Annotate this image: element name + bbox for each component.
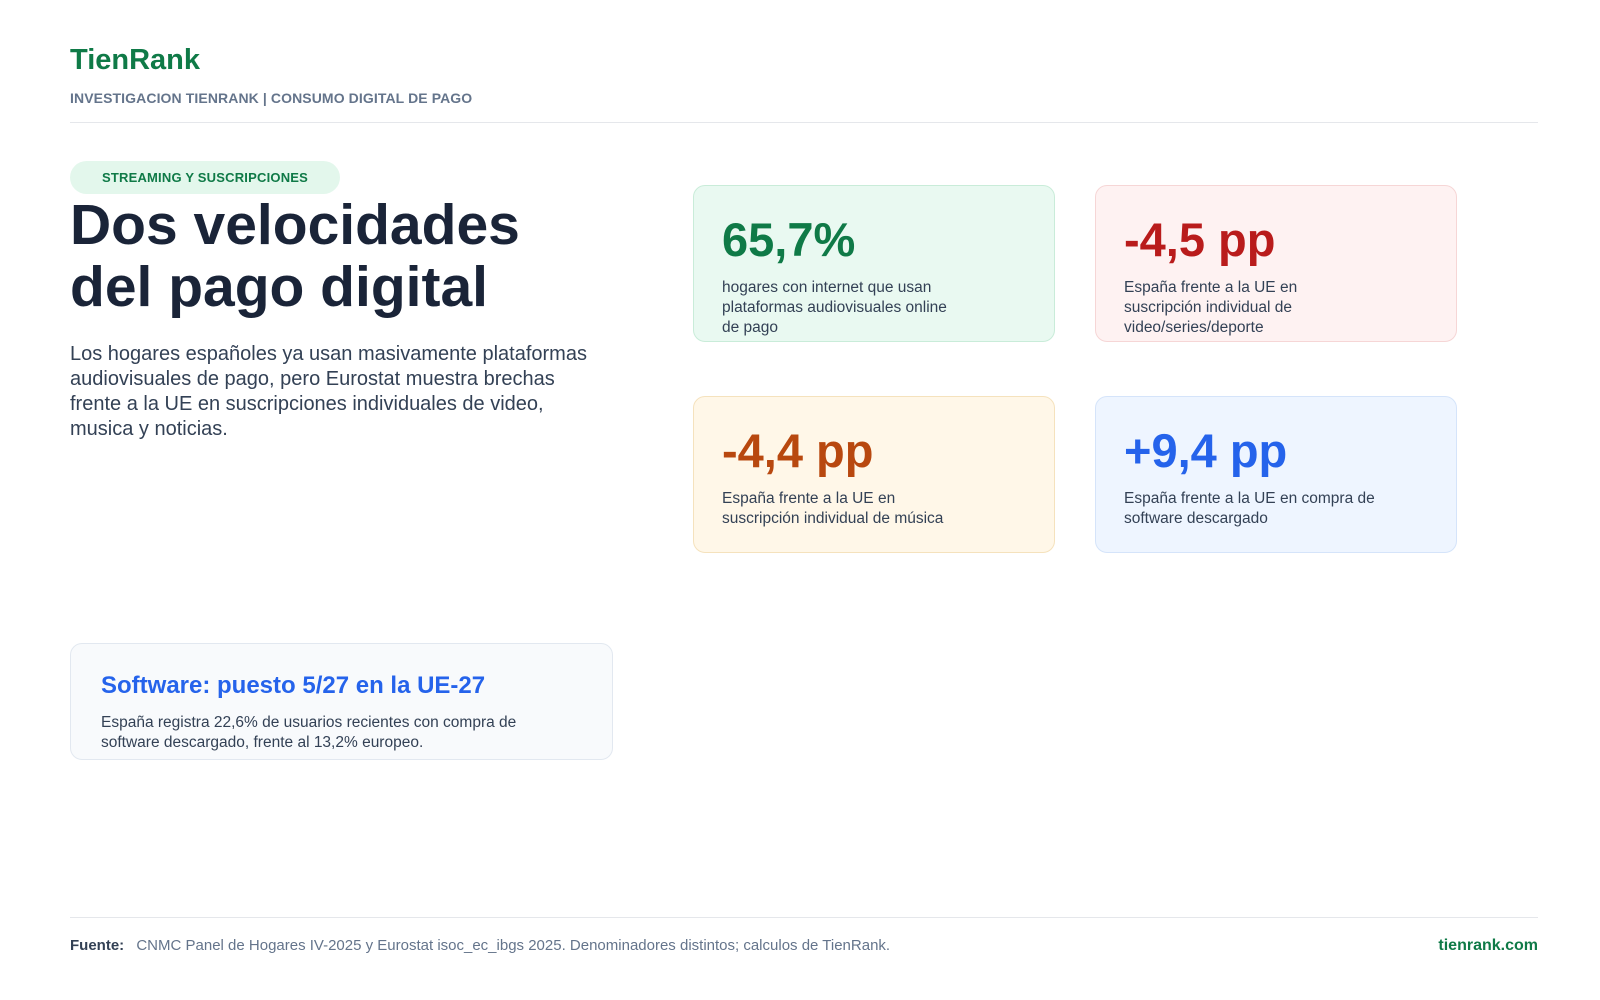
stat-description: España frente a la UE en compra de softw… [1124,490,1375,527]
stat-card-audiovisual: 65,7% hogares con internet que usan plat… [693,185,1055,342]
page-title: Dos velocidades del pago digital [70,194,630,318]
source-text: CNMC Panel de Hogares IV-2025 y Eurostat… [136,937,891,954]
category-tag: STREAMING Y SUSCRIPCIONES [70,161,340,194]
stat-description: España frente a la UE en suscripción ind… [722,490,944,527]
header-divider [70,122,1538,123]
source-note: Fuente: CNMC Panel de Hogares IV-2025 y … [70,937,890,954]
source-label: Fuente: [70,937,125,954]
stat-card-software-purchase: +9,4 pp España frente a la UE en compra … [1095,396,1457,553]
page-title-line-2: del pago digital [70,255,489,319]
callout-text: España registra 22,6% de usuarios recien… [101,714,517,751]
section-kicker: INVESTIGACION TIENRANK | CONSUMO DIGITAL… [70,90,473,106]
callout-title: Software: puesto 5/27 en la UE-27 [101,672,486,699]
stat-description: hogares con internet que usan plataforma… [722,279,947,336]
stat-card-video-subscription: -4,5 pp España frente a la UE en suscrip… [1095,185,1457,342]
stat-value: -4,5 pp [1124,213,1276,266]
stat-value: -4,4 pp [722,424,874,477]
stat-value: +9,4 pp [1124,424,1288,477]
footer-divider [70,917,1538,918]
software-callout: Software: puesto 5/27 en la UE-27 España… [70,643,613,760]
site-link[interactable]: tienrank.com [1438,937,1538,954]
stat-value: 65,7% [722,213,856,266]
page-title-line-1: Dos velocidades [70,193,520,257]
brand-logo: TienRank [70,44,201,76]
stat-description: España frente a la UE en suscripción ind… [1124,279,1298,336]
stat-card-music-subscription: -4,4 pp España frente a la UE en suscrip… [693,396,1055,553]
intro-paragraph: Los hogares españoles ya usan masivament… [70,343,587,440]
